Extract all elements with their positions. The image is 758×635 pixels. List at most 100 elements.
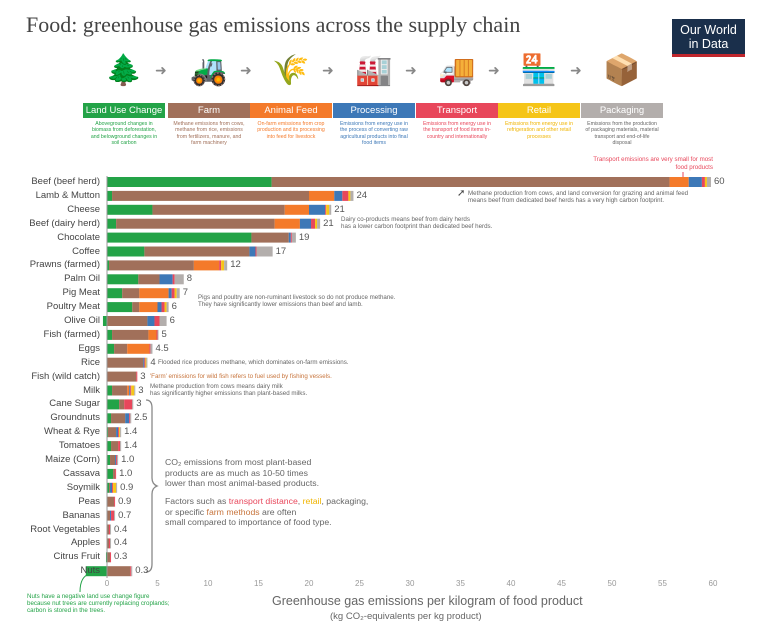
bar-segment-feed xyxy=(148,329,157,340)
bar-segment-pack xyxy=(176,288,180,299)
bar-segment-retail xyxy=(164,302,167,313)
category-label: Coffee xyxy=(72,245,100,257)
category-label: Palm Oil xyxy=(64,273,100,285)
category-label: Lamb & Mutton xyxy=(35,189,100,201)
tractor-icon: 🚜 xyxy=(190,54,228,87)
bar-segment-farm xyxy=(111,413,126,424)
bar-segment-farm xyxy=(109,482,111,493)
value-label: 3 xyxy=(138,384,144,396)
bar-segment-proc xyxy=(147,316,155,326)
tree-icon: 🌲 xyxy=(105,54,143,87)
legend-farm: Farm xyxy=(168,103,250,118)
bar-segment-farm xyxy=(112,329,149,340)
annotation-beef-herd: Methane production from cows, and land c… xyxy=(468,190,688,204)
text: , packaging, xyxy=(321,496,369,506)
value-label: 4 xyxy=(150,356,156,368)
x-tick-label: 55 xyxy=(658,579,667,588)
bar-segment-pack xyxy=(131,566,133,577)
bar-segment-farm xyxy=(122,288,140,299)
bar-segment-feed xyxy=(284,204,309,215)
bar-segment-trans xyxy=(149,343,151,354)
bar-segment-retail xyxy=(348,190,351,201)
bar-segment-proc xyxy=(168,288,172,299)
bar-segment-trans xyxy=(172,274,175,285)
category-label: Poultry Meat xyxy=(46,301,100,313)
bar-segment-luc xyxy=(107,385,113,396)
annotation-line: means beef from dedicated beef herds has… xyxy=(468,197,665,204)
annotation-line: Pigs and poultry are non-ruminant livest… xyxy=(198,294,396,301)
bar-segment-luc xyxy=(107,482,110,493)
bar-segment-farm xyxy=(152,204,285,215)
bar-segment-pack xyxy=(350,190,354,201)
bar-segment-feed xyxy=(127,343,150,354)
bar-segment-farm xyxy=(109,260,194,271)
bar-segment-trans xyxy=(144,357,146,368)
nuts-arrow xyxy=(79,573,91,593)
legend-proc: Processing xyxy=(333,103,415,118)
bar-segment-pack xyxy=(130,413,132,424)
feed-icon: 🌾 xyxy=(272,54,310,87)
value-label: 8 xyxy=(186,273,193,285)
bar-segment-farm xyxy=(112,385,128,396)
bar-segment-farm xyxy=(114,343,128,354)
bar-segment-pack xyxy=(256,246,273,257)
bar-segment-pack xyxy=(159,316,167,326)
legend-desc-feed: On-farm emissions from crop production a… xyxy=(257,121,325,140)
legend-retail: Retail xyxy=(498,103,580,118)
legend-trans: Transport xyxy=(416,103,498,118)
category-label: Apples xyxy=(70,537,100,549)
bar-segment-luc xyxy=(107,177,272,187)
bar-segment-trans xyxy=(311,218,316,229)
text-farm: farm methods xyxy=(206,506,260,517)
bar-segment-trans xyxy=(342,190,349,201)
bar-segment-retail xyxy=(113,482,117,493)
bar-segment-retail xyxy=(704,177,707,187)
owid-logo[interactable]: Our World in Data xyxy=(672,19,745,57)
bar-segment-retail xyxy=(315,218,318,229)
value-label: 6 xyxy=(171,301,177,313)
annotation-line: carbon is stored in the trees. xyxy=(27,607,106,614)
bar-segment-luc xyxy=(107,427,109,438)
category-label: Olive Oil xyxy=(64,315,100,326)
category-label: Prawns (farmed) xyxy=(29,259,100,271)
x-tick-label: 35 xyxy=(456,579,465,588)
text: Factors such as xyxy=(165,496,229,506)
bar-segment-proc xyxy=(110,482,113,493)
bar-segment-pack xyxy=(134,385,136,396)
value-label: 5 xyxy=(161,328,167,340)
value-label: 0.4 xyxy=(114,523,128,535)
bar-segment-pack xyxy=(174,274,184,285)
text: , xyxy=(297,496,303,506)
bar-segment-proc xyxy=(143,357,145,368)
bar-segment-pack xyxy=(706,177,711,187)
text-transport: transport distance xyxy=(228,496,298,506)
category-label: Beef (dairy herd) xyxy=(29,217,100,229)
category-label: Tomatoes xyxy=(58,440,100,452)
category-label: Bananas xyxy=(62,509,100,521)
value-label: 0.4 xyxy=(114,537,128,549)
category-label: Cheese xyxy=(67,203,100,215)
factory-icon: 🏭 xyxy=(355,54,393,87)
bar-segment-proc xyxy=(110,510,112,521)
bar-segment-proc xyxy=(334,190,343,201)
value-label: 3 xyxy=(140,370,146,382)
arrow-right-icon: ➜ xyxy=(570,62,582,78)
bar-segment-trans xyxy=(109,538,111,549)
bar-segment-trans xyxy=(171,288,175,299)
annotation-nuts: Nuts have a negative land use change fig… xyxy=(27,593,169,614)
value-label: 24 xyxy=(356,189,368,201)
bar-segment-pack xyxy=(291,232,296,243)
bar-segment-proc xyxy=(159,274,173,285)
bar-segment-luc xyxy=(107,232,252,243)
bar-segment-feed xyxy=(309,190,335,201)
bar-segment-proc xyxy=(309,204,326,215)
bar-segment-farm xyxy=(107,524,110,535)
bar-segment-luc xyxy=(107,413,112,424)
bar-segment-farm xyxy=(138,274,160,285)
annotation-line: CO₂ emissions from most plant-based xyxy=(165,457,312,467)
bar-segment-retail xyxy=(119,427,121,438)
bar-segment-farm xyxy=(107,566,131,577)
x-tick-label: 20 xyxy=(304,579,314,588)
bar-segment-farm xyxy=(144,246,250,257)
bar-segment-farm xyxy=(107,538,110,549)
